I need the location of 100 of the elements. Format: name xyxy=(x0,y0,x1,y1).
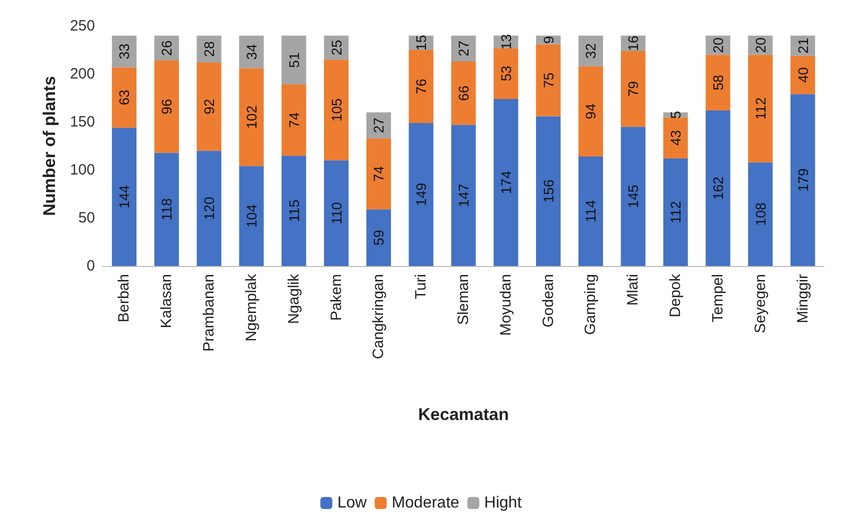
x-tick-label: Seyegen xyxy=(752,274,769,334)
data-label: 102 xyxy=(243,105,260,129)
data-label: 114 xyxy=(582,200,599,222)
bar xyxy=(536,44,561,116)
bar xyxy=(748,54,773,162)
data-label: 156 xyxy=(540,179,556,203)
bar xyxy=(366,138,391,210)
data-label: 174 xyxy=(498,170,514,194)
bar xyxy=(196,62,222,151)
bar xyxy=(324,160,349,266)
bar xyxy=(451,124,476,266)
data-label: 9 xyxy=(540,36,556,44)
bar xyxy=(154,152,179,266)
x-tick-label: Kalasan xyxy=(158,274,176,328)
bar xyxy=(282,36,306,85)
y-tick-label: 150 xyxy=(70,114,95,130)
bar xyxy=(620,50,646,127)
bar xyxy=(578,156,604,266)
x-tick-label: Turi xyxy=(412,274,430,300)
x-tick-label: Sleman xyxy=(455,274,472,325)
data-label: 20 xyxy=(710,37,726,53)
data-label: 112 xyxy=(752,97,768,120)
data-label: 53 xyxy=(498,66,514,82)
bar xyxy=(494,48,518,99)
bar xyxy=(578,66,604,157)
data-label: 149 xyxy=(413,182,430,206)
data-label: 21 xyxy=(794,38,811,54)
data-label: 145 xyxy=(625,184,642,208)
bar xyxy=(451,62,476,125)
data-label: 34 xyxy=(243,44,260,60)
data-label: 25 xyxy=(328,40,344,56)
data-label: 179 xyxy=(794,168,811,192)
x-tick-label: Depok xyxy=(667,274,684,318)
data-label: 63 xyxy=(116,90,132,106)
data-label: 27 xyxy=(370,117,387,134)
y-tick-label: 0 xyxy=(86,258,95,274)
data-label: 66 xyxy=(456,85,472,101)
data-label: 27 xyxy=(456,40,472,56)
bar xyxy=(494,98,518,266)
bar xyxy=(196,150,222,266)
y-tick-label: 50 xyxy=(78,210,95,226)
bar xyxy=(620,126,646,266)
x-tick-label: Gamping xyxy=(582,274,600,335)
bar xyxy=(366,112,391,138)
data-label: 20 xyxy=(752,37,768,53)
data-label: 115 xyxy=(286,199,302,222)
bar xyxy=(239,166,264,266)
x-tick-label: Mlati xyxy=(624,274,642,306)
data-label: 28 xyxy=(201,41,218,57)
bar xyxy=(790,56,816,94)
x-tick-label: Ngemplak xyxy=(242,274,260,342)
x-tick-label: Minggir xyxy=(794,274,812,324)
data-label: 43 xyxy=(668,130,684,146)
data-label: 51 xyxy=(286,52,302,68)
data-label: 76 xyxy=(413,78,430,94)
bar xyxy=(112,36,137,68)
data-label: 58 xyxy=(710,74,726,90)
bar xyxy=(663,158,688,266)
legend-label: Low xyxy=(337,494,368,512)
data-label: 112 xyxy=(668,200,684,224)
data-label: 144 xyxy=(116,184,132,209)
bar xyxy=(706,54,730,110)
bar xyxy=(663,117,688,158)
data-label: 120 xyxy=(201,196,218,220)
data-label: 59 xyxy=(370,230,387,246)
data-label: 105 xyxy=(328,98,344,122)
data-label: 118 xyxy=(158,198,175,221)
data-label: 75 xyxy=(540,72,556,88)
x-tick-label: Pakem xyxy=(328,274,345,321)
bar xyxy=(408,122,434,266)
data-label: 94 xyxy=(582,103,599,120)
y-tick-label: 100 xyxy=(70,162,95,178)
data-label: 104 xyxy=(243,204,260,228)
bar xyxy=(154,60,179,153)
data-label: 74 xyxy=(370,166,387,182)
data-label: 110 xyxy=(328,202,344,224)
bar xyxy=(578,36,604,66)
legend-label: Hight xyxy=(484,494,522,512)
data-label: 108 xyxy=(752,202,768,226)
bar xyxy=(196,36,222,62)
bar xyxy=(748,162,773,266)
data-label: 33 xyxy=(116,43,132,60)
x-axis-title: Kecamatan xyxy=(418,405,509,424)
bar xyxy=(408,50,434,123)
x-tick-label: Cangkringan xyxy=(370,274,388,360)
data-label: 5 xyxy=(668,110,684,119)
data-label: 26 xyxy=(158,40,175,56)
data-label: 40 xyxy=(794,66,811,83)
data-label: 15 xyxy=(413,34,430,51)
bar xyxy=(239,36,264,68)
data-label: 74 xyxy=(286,112,302,128)
x-tick-label: Moyudan xyxy=(497,274,514,336)
bar xyxy=(324,60,349,160)
x-tick-label: Prambanan xyxy=(200,274,218,352)
bar xyxy=(451,36,476,62)
bar xyxy=(536,116,561,266)
x-tick-label: Godean xyxy=(540,274,557,328)
bar xyxy=(239,68,264,166)
bar xyxy=(366,209,391,266)
legend-label: Moderate xyxy=(392,494,460,512)
